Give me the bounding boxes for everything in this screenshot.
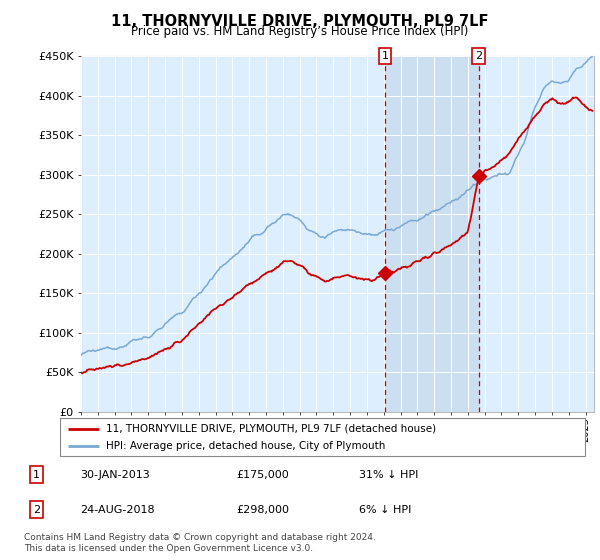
- Text: 6% ↓ HPI: 6% ↓ HPI: [359, 505, 411, 515]
- Text: 31% ↓ HPI: 31% ↓ HPI: [359, 470, 418, 479]
- Text: £298,000: £298,000: [236, 505, 289, 515]
- Text: 11, THORNYVILLE DRIVE, PLYMOUTH, PL9 7LF (detached house): 11, THORNYVILLE DRIVE, PLYMOUTH, PL9 7LF…: [106, 423, 436, 433]
- Text: 11, THORNYVILLE DRIVE, PLYMOUTH, PL9 7LF: 11, THORNYVILLE DRIVE, PLYMOUTH, PL9 7LF: [111, 14, 489, 29]
- Bar: [385, 56, 479, 412]
- Text: 1: 1: [382, 51, 389, 61]
- Text: 1: 1: [33, 470, 40, 479]
- Text: Contains HM Land Registry data © Crown copyright and database right 2024.
This d: Contains HM Land Registry data © Crown c…: [24, 533, 376, 553]
- FancyBboxPatch shape: [60, 418, 585, 456]
- Text: 2: 2: [475, 51, 482, 61]
- Text: 30-JAN-2013: 30-JAN-2013: [80, 470, 149, 479]
- Text: HPI: Average price, detached house, City of Plymouth: HPI: Average price, detached house, City…: [106, 441, 386, 451]
- Text: £175,000: £175,000: [236, 470, 289, 479]
- Text: 24-AUG-2018: 24-AUG-2018: [80, 505, 154, 515]
- Text: Price paid vs. HM Land Registry’s House Price Index (HPI): Price paid vs. HM Land Registry’s House …: [131, 25, 469, 38]
- Text: 2: 2: [33, 505, 40, 515]
